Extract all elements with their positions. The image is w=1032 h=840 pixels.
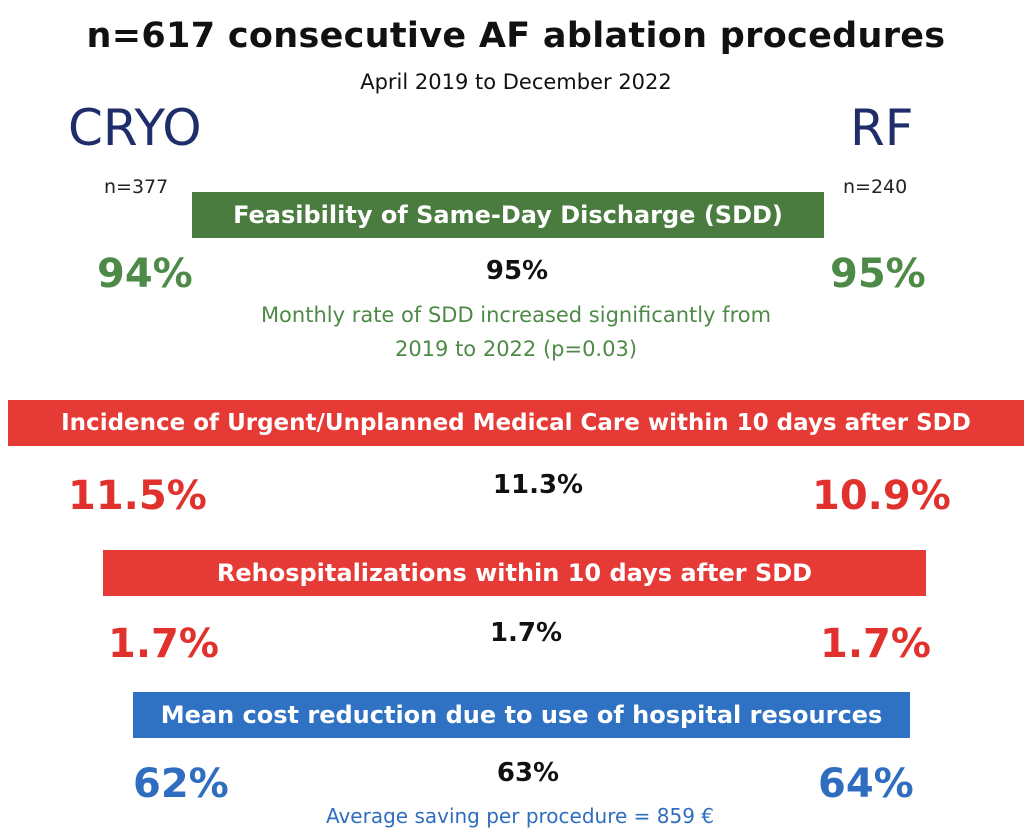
main-title: n=617 consecutive AF ablation procedures [86, 16, 946, 56]
rf-arm-label: RF [850, 99, 914, 157]
rehosp-rf-value: 1.7% [820, 621, 931, 667]
rehosp-overall-value: 1.7% [489, 618, 563, 648]
rehospitalization-banner: Rehospitalizations within 10 days after … [103, 550, 926, 596]
rehosp-cryo-value: 1.7% [108, 621, 219, 667]
average-saving-note: Average saving per procedure = 859 € [325, 804, 715, 828]
cost-reduction-banner: Mean cost reduction due to use of hospit… [133, 692, 910, 738]
sdd-feasibility-banner: Feasibility of Same-Day Discharge (SDD) [192, 192, 824, 238]
cryo-arm-label: CRYO [68, 99, 202, 157]
urgent-care-overall-value: 11.3% [492, 470, 584, 500]
urgent-care-rf-value: 10.9% [812, 473, 951, 519]
sdd-cryo-value: 94% [97, 251, 193, 297]
sdd-overall-value: 95% [485, 256, 549, 286]
sdd-trend-note-line2: 2019 to 2022 (p=0.03) [394, 337, 638, 361]
rf-arm-count: n=240 [843, 176, 908, 198]
urgent-care-banner: Incidence of Urgent/Unplanned Medical Ca… [8, 400, 1024, 446]
cryo-arm-count: n=377 [104, 176, 169, 198]
sdd-rf-value: 95% [830, 251, 926, 297]
urgent-care-cryo-value: 11.5% [68, 473, 207, 519]
cost-rf-value: 64% [818, 761, 914, 807]
cost-overall-value: 63% [496, 758, 560, 788]
cost-cryo-value: 62% [133, 761, 229, 807]
sdd-trend-note-line1: Monthly rate of SDD increased significan… [260, 303, 772, 327]
date-range-subtitle: April 2019 to December 2022 [360, 70, 672, 94]
